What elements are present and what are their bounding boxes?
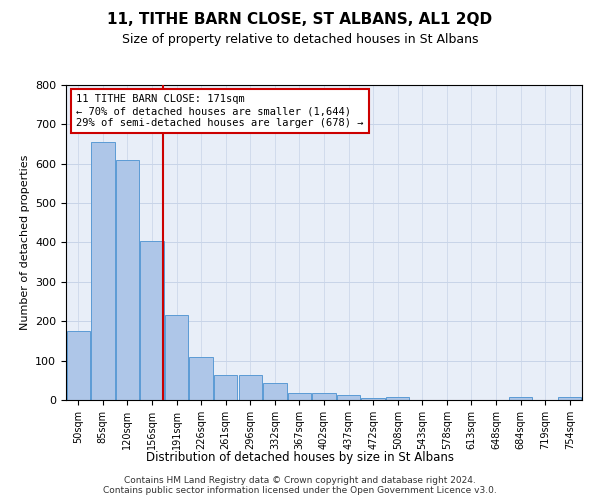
Bar: [214, 375, 238, 400]
Text: Contains HM Land Registry data © Crown copyright and database right 2024.
Contai: Contains HM Land Registry data © Crown c…: [103, 476, 497, 495]
Bar: [190, 356, 213, 400]
Bar: [165, 316, 188, 400]
Bar: [239, 375, 262, 400]
Bar: [67, 331, 90, 400]
Text: 11, TITHE BARN CLOSE, ST ALBANS, AL1 2QD: 11, TITHE BARN CLOSE, ST ALBANS, AL1 2QD: [107, 12, 493, 28]
Y-axis label: Number of detached properties: Number of detached properties: [20, 155, 29, 330]
Text: Distribution of detached houses by size in St Albans: Distribution of detached houses by size …: [146, 451, 454, 464]
Text: Size of property relative to detached houses in St Albans: Size of property relative to detached ho…: [122, 32, 478, 46]
Bar: [558, 397, 581, 400]
Text: 11 TITHE BARN CLOSE: 171sqm
← 70% of detached houses are smaller (1,644)
29% of : 11 TITHE BARN CLOSE: 171sqm ← 70% of det…: [76, 94, 364, 128]
Bar: [91, 142, 115, 400]
Bar: [313, 394, 335, 400]
Bar: [337, 395, 360, 400]
Bar: [509, 397, 532, 400]
Bar: [263, 384, 287, 400]
Bar: [288, 394, 311, 400]
Bar: [116, 160, 139, 400]
Bar: [140, 240, 164, 400]
Bar: [386, 397, 409, 400]
Bar: [361, 398, 385, 400]
